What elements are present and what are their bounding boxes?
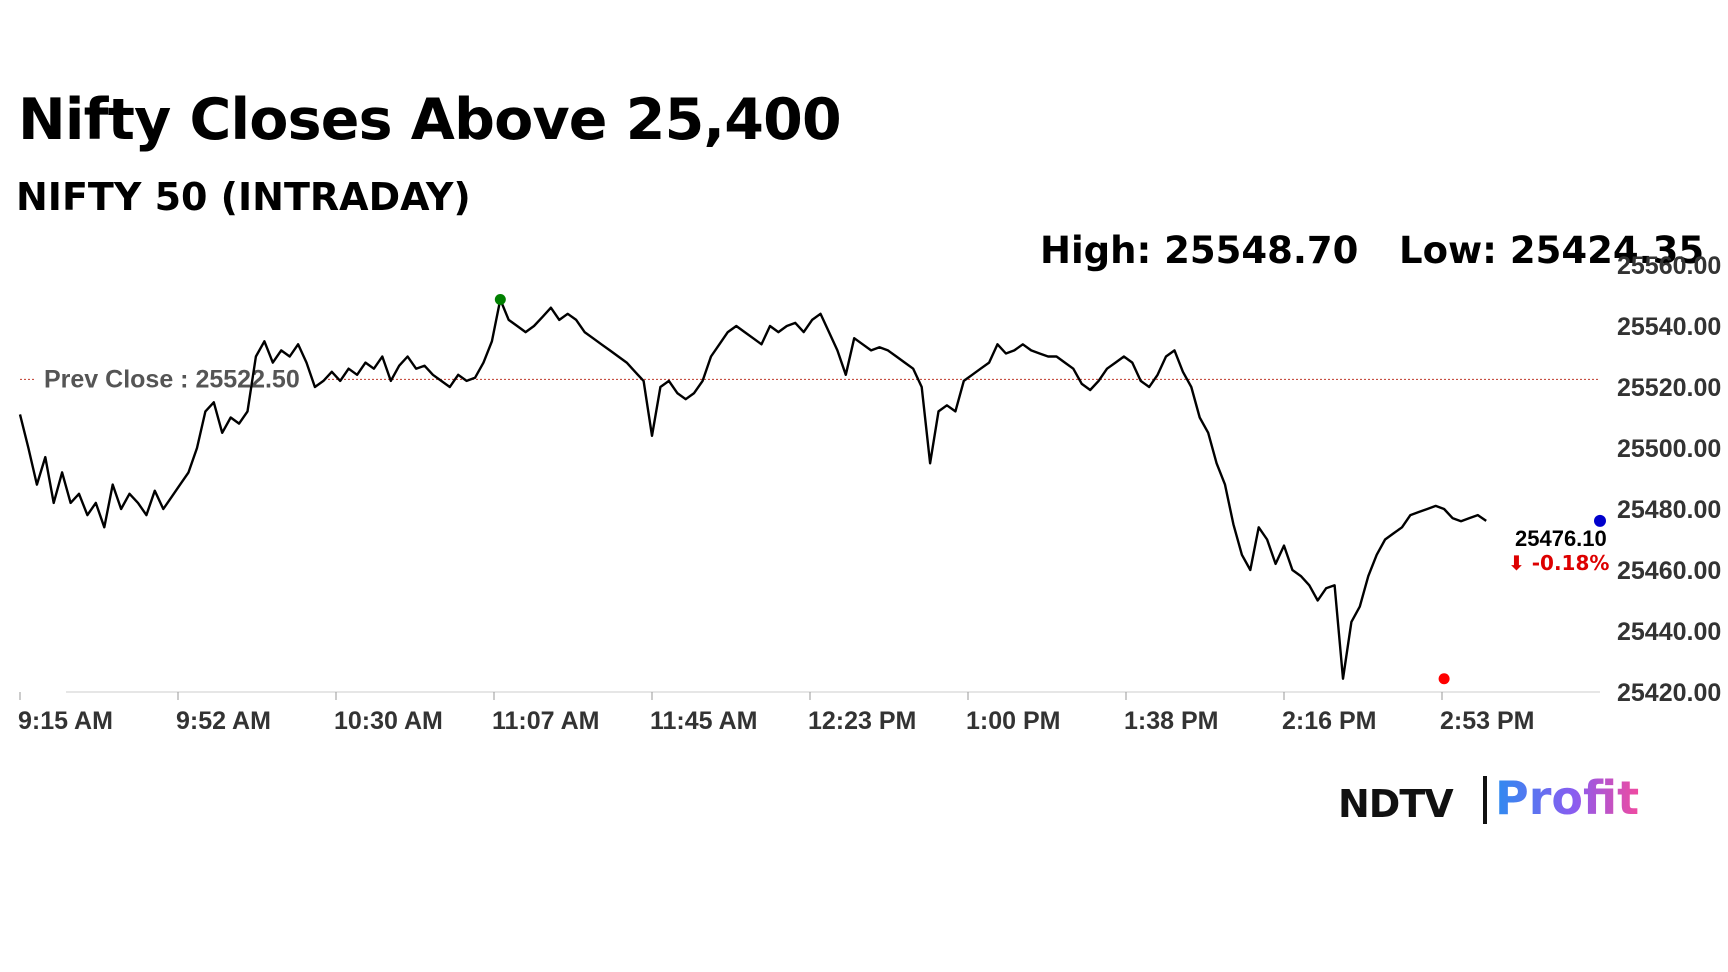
chart-title: Nifty Closes Above 25,400	[18, 87, 842, 153]
x-tick-label: 9:52 AM	[176, 707, 271, 735]
x-tick-label: 11:45 AM	[650, 707, 757, 735]
y-tick-label: 25560.00	[1617, 252, 1721, 280]
change-percent-label: ⬇ -0.18%	[1508, 551, 1609, 575]
y-tick-label: 25500.00	[1617, 435, 1721, 463]
ndtv-logo: NDTV	[1338, 782, 1454, 826]
y-tick-label: 25480.00	[1617, 496, 1721, 524]
y-tick-label: 25460.00	[1617, 557, 1721, 585]
x-tick-label: 1:00 PM	[966, 707, 1060, 735]
day-low-stat: Low: 25424.35	[1399, 229, 1705, 272]
x-tick-label: 9:15 AM	[18, 707, 113, 735]
y-tick-label: 25540.00	[1617, 313, 1721, 341]
x-tick-label: 1:38 PM	[1124, 707, 1218, 735]
x-tick-label: 12:23 PM	[808, 707, 916, 735]
brand-divider	[1483, 776, 1487, 824]
last-price-marker	[1594, 514, 1606, 527]
nifty-price-line	[18, 298, 1487, 680]
day-high-marker	[494, 293, 506, 305]
last-price-label: 25476.10	[1515, 526, 1607, 551]
x-tick-label: 10:30 AM	[334, 707, 443, 735]
prev-close-label: Prev Close : 25522.50	[44, 365, 300, 393]
x-tick-label: 2:53 PM	[1440, 707, 1534, 735]
y-tick-label: 25420.00	[1617, 679, 1721, 707]
prev-close-label-bg	[36, 358, 324, 395]
y-tick-label: 25520.00	[1617, 374, 1721, 402]
profit-logo: Profit	[1495, 771, 1640, 825]
chart-subtitle: NIFTY 50 (INTRADAY)	[16, 175, 471, 219]
day-high-stat: High: 25548.70	[1040, 229, 1359, 272]
day-low-marker	[1438, 673, 1450, 685]
x-tick-label: 11:07 AM	[492, 707, 599, 735]
x-tick-label: 2:16 PM	[1282, 707, 1376, 735]
y-tick-label: 25440.00	[1617, 618, 1721, 646]
